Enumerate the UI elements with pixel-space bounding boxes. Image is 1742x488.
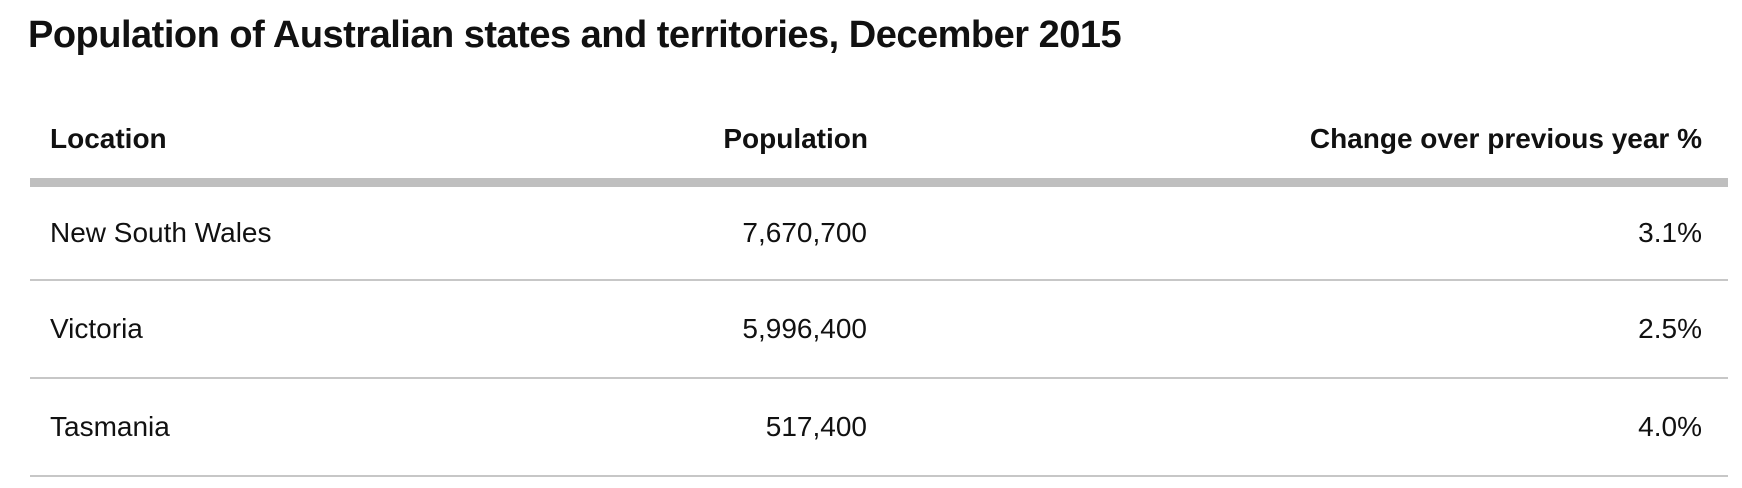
- table-row-tasmania: Tasmania 517,400 4.0%: [30, 378, 1728, 477]
- column-header-change: Change over previous year %: [868, 60, 1728, 187]
- column-header-location: Location: [30, 60, 450, 187]
- column-header-population: Population: [450, 60, 868, 187]
- page-title: Population of Australian states and terr…: [28, 14, 1122, 56]
- population-cell: 5,996,400: [450, 280, 868, 379]
- page: Population of Australian states and terr…: [28, 14, 1728, 477]
- location-cell: New South Wales: [30, 182, 450, 281]
- table-header-row: Location Population Change over previous…: [30, 60, 1728, 187]
- population-table: Location Population Change over previous…: [30, 60, 1728, 477]
- location-cell: Tasmania: [30, 378, 450, 477]
- population-cell: 517,400: [450, 378, 868, 477]
- change-cell: 3.1%: [868, 182, 1728, 281]
- location-cell: Victoria: [30, 280, 450, 379]
- table-row-victoria: Victoria 5,996,400 2.5%: [30, 280, 1728, 379]
- change-cell: 4.0%: [868, 378, 1728, 477]
- population-cell: 7,670,700: [450, 182, 868, 281]
- table-row-new-south-wales: New South Wales 7,670,700 3.1%: [30, 182, 1728, 281]
- change-cell: 2.5%: [868, 280, 1728, 379]
